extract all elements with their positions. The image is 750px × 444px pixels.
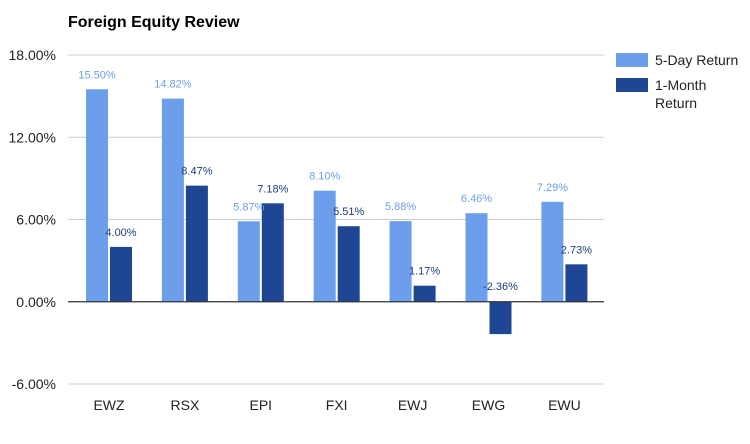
chart-title: Foreign Equity Review xyxy=(68,14,240,31)
x-category-label: EWG xyxy=(472,397,505,413)
bar-5-day-return xyxy=(541,201,564,302)
y-axis-ticks: -6.00% 0.00% 6.00% 12.00% 18.00% xyxy=(9,47,56,392)
y-tick-label: -6.00% xyxy=(12,376,56,392)
bar-5-day-return xyxy=(313,190,336,302)
legend-label-1-month-return: Return xyxy=(655,95,697,111)
x-category-label: FXI xyxy=(326,397,348,413)
data-label-1-month-return: 8.47% xyxy=(181,166,212,178)
data-label-5-day-return: 8.10% xyxy=(309,171,340,183)
data-label-5-day-return: 5.88% xyxy=(385,201,416,213)
bar-5-day-return xyxy=(389,221,412,302)
bar-5-day-return xyxy=(161,98,184,302)
bar-1-month-return xyxy=(337,226,360,302)
bar-1-month-return xyxy=(565,264,588,302)
data-label-1-month-return: 7.18% xyxy=(257,183,288,195)
data-label-5-day-return: 15.50% xyxy=(78,69,116,81)
legend-swatch-5-day-return xyxy=(616,53,648,67)
legend-label-1-month-return: 1-Month xyxy=(655,77,706,93)
data-label-5-day-return: 5.87% xyxy=(233,201,264,213)
x-axis-categories: EWZ RSX EPI FXI EWJ EWG EWU xyxy=(93,397,580,413)
legend: 5-Day Return 1-Month Return xyxy=(616,52,738,111)
y-tick-label: 0.00% xyxy=(16,294,56,310)
data-label-1-month-return: 2.73% xyxy=(561,244,592,256)
y-tick-label: 18.00% xyxy=(9,47,56,63)
y-tick-label: 12.00% xyxy=(9,129,56,145)
gridlines xyxy=(68,54,604,385)
data-labels: 15.50% 4.00% 14.82% 8.47% 5.87% 7.18% 8.10% 5.5… xyxy=(78,69,592,292)
data-label-1-month-return: 5.51% xyxy=(333,206,364,218)
data-label-1-month-return: 1.17% xyxy=(409,266,440,278)
x-category-label: EWU xyxy=(548,397,581,413)
bar-1-month-return xyxy=(261,203,284,302)
legend-label-5-day-return: 5-Day Return xyxy=(655,52,738,68)
data-label-5-day-return: 7.29% xyxy=(537,182,568,194)
bar-1-month-return xyxy=(413,285,436,302)
data-label-1-month-return: -2.36% xyxy=(483,281,518,293)
y-tick-label: 6.00% xyxy=(16,212,56,228)
bars xyxy=(86,89,588,335)
x-category-label: RSX xyxy=(171,397,200,413)
bar-5-day-return xyxy=(465,213,488,302)
data-label-5-day-return: 14.82% xyxy=(154,79,192,91)
x-category-label: EWZ xyxy=(93,397,125,413)
data-label-1-month-return: 4.00% xyxy=(105,227,136,239)
legend-swatch-1-month-return xyxy=(616,78,648,92)
x-category-label: EPI xyxy=(250,397,273,413)
bar-1-month-return xyxy=(110,246,132,302)
x-category-label: EWJ xyxy=(398,397,428,413)
bar-5-day-return xyxy=(86,89,108,302)
bar-1-month-return xyxy=(185,185,208,302)
bar-1-month-return xyxy=(489,301,512,335)
bar-5-day-return xyxy=(237,221,260,302)
data-label-5-day-return: 6.46% xyxy=(461,193,492,205)
